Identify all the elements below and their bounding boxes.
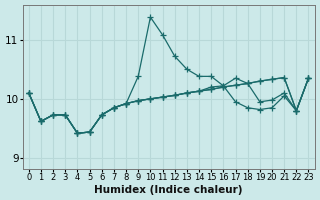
X-axis label: Humidex (Indice chaleur): Humidex (Indice chaleur) xyxy=(94,185,243,195)
